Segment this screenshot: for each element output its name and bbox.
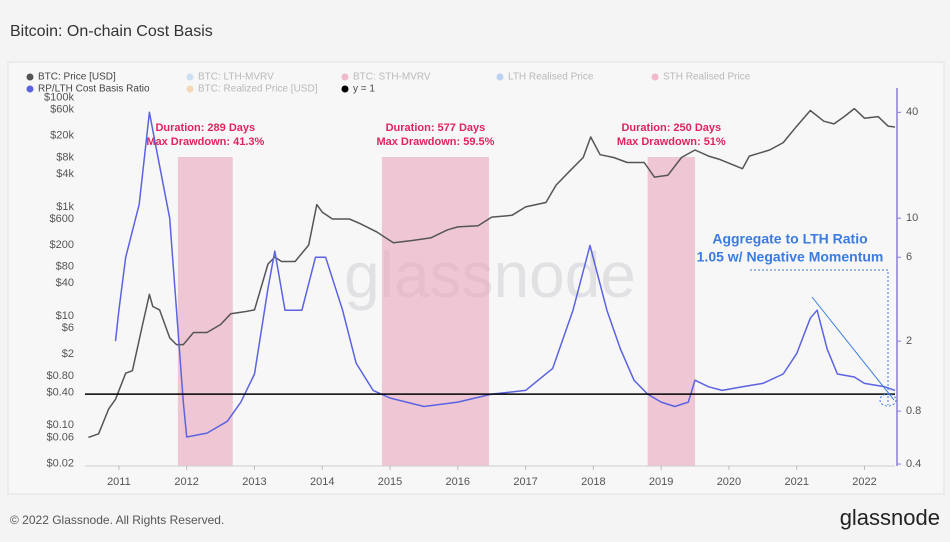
x-tick-label: 2012 [174, 476, 198, 488]
legend-label: LTH Realised Price [508, 72, 594, 83]
shaded-region [381, 157, 489, 466]
y2-tick-label: 10 [906, 212, 918, 224]
x-tick-label: 2016 [446, 476, 470, 488]
shaded-region [177, 157, 233, 466]
y-tick-label: $2 [62, 348, 74, 360]
y-tick-label: $0.80 [46, 370, 74, 382]
legend-label: RP/LTH Cost Basis Ratio [38, 84, 150, 95]
x-tick-label: 2017 [513, 476, 537, 488]
legend-swatch [496, 73, 504, 81]
legend-label: BTC: Realized Price [USD] [198, 84, 318, 95]
y2-tick-label: 0.8 [906, 405, 921, 417]
x-tick-label: 2021 [784, 476, 808, 488]
legend-swatch [26, 85, 34, 93]
legend-swatch [186, 85, 194, 93]
annotation-circle [879, 393, 897, 407]
page-title: Bitcoin: On-chain Cost Basis [10, 23, 213, 40]
y-tick-label: $1k [56, 201, 74, 213]
x-tick-label: 2020 [717, 476, 741, 488]
legend-swatch [341, 85, 349, 93]
x-tick-label: 2022 [852, 476, 876, 488]
logo: glassnode [840, 505, 940, 530]
y-tick-label: $200 [50, 239, 74, 251]
legend-label: y = 1 [353, 84, 375, 95]
y2-tick-label: 40 [906, 106, 918, 118]
y-tick-label: $6 [62, 322, 74, 334]
x-tick-label: 2014 [310, 476, 334, 488]
copyright: © 2022 Glassnode. All Rights Reserved. [10, 513, 224, 527]
legend-swatch [341, 73, 349, 81]
y-tick-label: $100k [44, 92, 74, 104]
series-line [88, 107, 896, 439]
region-label: Duration: 289 Days [155, 122, 255, 134]
y-tick-label: $8k [56, 151, 74, 163]
y2-tick-label: 6 [906, 251, 912, 263]
legend-swatch [651, 73, 659, 81]
y-tick-label: $0.40 [46, 386, 74, 398]
legend-label: STH Realised Price [663, 72, 751, 83]
region-label: Max Drawdown: 41.3% [146, 136, 264, 148]
y-tick-label: $10 [56, 310, 74, 322]
trend-line [811, 296, 895, 401]
y-tick-label: $40 [56, 277, 74, 289]
y2-tick-label: 2 [906, 335, 912, 347]
y-tick-label: $80 [56, 261, 74, 273]
y-tick-label: $60k [50, 104, 74, 116]
legend-label: BTC: Price [USD] [38, 72, 116, 83]
region-label: Duration: 250 Days [621, 122, 721, 134]
legend-swatch [26, 73, 34, 81]
annotation-box [750, 269, 889, 405]
legend-label: BTC: STH-MVRV [353, 72, 431, 83]
y-tick-label: $0.02 [46, 457, 74, 469]
y-tick-label: $0.06 [46, 431, 74, 443]
y-tick-label: $600 [50, 213, 74, 225]
shaded-region [647, 157, 696, 466]
y2-tick-label: 0.4 [906, 458, 921, 470]
region-label: Max Drawdown: 59.5% [376, 136, 494, 148]
legend-swatch [186, 73, 194, 81]
annotation-text: Aggregate to LTH Ratio [712, 231, 867, 247]
y-tick-label: $0.10 [46, 419, 74, 431]
annotation-text: 1.05 w/ Negative Momentum [697, 249, 884, 265]
region-label: Duration: 577 Days [386, 122, 486, 134]
region-label: Max Drawdown: 51% [617, 136, 726, 148]
x-tick-label: 2011 [107, 476, 131, 488]
y-tick-label: $20k [50, 130, 74, 142]
x-tick-label: 2015 [378, 476, 402, 488]
x-tick-label: 2018 [581, 476, 605, 488]
y-tick-label: $4k [56, 168, 74, 180]
x-tick-label: 2013 [242, 476, 266, 488]
legend-label: BTC: LTH-MVRV [198, 72, 274, 83]
x-tick-label: 2019 [649, 476, 673, 488]
